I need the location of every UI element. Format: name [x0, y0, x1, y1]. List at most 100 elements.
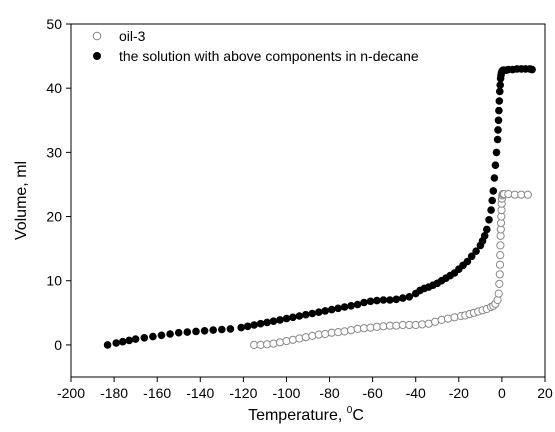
- filled-circle-point: [308, 309, 317, 318]
- filled-circle-point: [463, 257, 472, 266]
- legend-marker-oil-3: [92, 31, 102, 41]
- filled-circle-point: [125, 336, 133, 345]
- filled-circle-point: [226, 325, 235, 333]
- filled-circle-point: [321, 307, 330, 315]
- filled-circle-point: [493, 135, 502, 144]
- y-tick-label: 0: [54, 337, 62, 353]
- filled-circle-point: [295, 312, 304, 320]
- filled-circle-point: [495, 97, 504, 105]
- filled-circle-point: [276, 316, 284, 324]
- filled-circle-point: [496, 87, 504, 96]
- filled-circle-point: [483, 225, 491, 234]
- filled-circle-point: [488, 196, 497, 205]
- open-circle-point: [494, 289, 503, 298]
- axis-ticks: -200 -180 -160 -140 -120 -100 -80 -60 -40 -20 0 200…: [46, 16, 553, 401]
- y-tick-label: 20: [46, 209, 62, 225]
- open-circle-point: [301, 333, 310, 342]
- plot-frame: [70, 23, 546, 378]
- x-tick-label: -40: [406, 385, 426, 401]
- x-axis-title-main: Temperature,: [248, 407, 347, 424]
- filled-circle-point: [496, 81, 505, 89]
- filled-circle-point: [373, 296, 381, 305]
- open-circle-point: [321, 329, 330, 339]
- open-circle-point: [496, 251, 505, 260]
- filled-circle-point: [250, 321, 258, 329]
- open-circle-point: [443, 314, 453, 323]
- legend-marker-solution: [93, 52, 101, 60]
- filled-circle-point: [103, 341, 112, 349]
- open-circle-point: [495, 279, 504, 288]
- filled-circle-point: [183, 328, 192, 336]
- open-circle-point: [347, 326, 356, 335]
- filled-circle-point: [112, 339, 120, 347]
- filled-circle-point: [282, 314, 291, 323]
- y-tick-label: 50: [46, 16, 62, 32]
- filled-circle-point: [237, 323, 245, 332]
- x-tick-label: -120: [229, 385, 257, 401]
- filled-circle-point: [386, 296, 394, 304]
- filled-circle-point: [490, 174, 499, 182]
- filled-circle-point: [315, 308, 323, 317]
- open-circle-point: [340, 327, 349, 336]
- series-oil-3: [250, 190, 532, 349]
- open-circle-point: [275, 338, 285, 347]
- filled-circle-point: [149, 332, 157, 341]
- x-axis-title-degree: 0: [347, 405, 353, 416]
- open-circle-point: [288, 335, 297, 344]
- open-circle-point: [495, 260, 505, 269]
- x-axis-title-unit: C: [352, 407, 364, 424]
- x-tick-label: -60: [363, 385, 383, 401]
- filled-circle-point: [360, 298, 368, 307]
- open-circle-point: [308, 331, 317, 340]
- plot-area: [70, 23, 546, 378]
- filled-circle-point: [174, 328, 183, 337]
- x-tick-label: -140: [186, 385, 214, 401]
- legend-label-solution: the solution with above components in n-…: [119, 48, 419, 64]
- filled-circle-point: [157, 331, 166, 340]
- filled-circle-point: [140, 334, 149, 342]
- filled-circle-point: [492, 148, 501, 157]
- x-tick-label: -160: [143, 385, 171, 401]
- filled-circle-point: [405, 293, 414, 301]
- filled-circle-point: [485, 216, 493, 224]
- filled-circle-point: [118, 337, 127, 346]
- filled-circle-point: [334, 304, 343, 313]
- filled-circle-point: [494, 126, 502, 134]
- data-markers: [103, 65, 536, 349]
- open-circle-point: [523, 190, 532, 199]
- filled-circle-point: [289, 313, 297, 322]
- legend-label-oil-3: oil-3: [119, 28, 146, 44]
- x-tick-label: -180: [100, 385, 128, 401]
- filled-circle-point: [379, 296, 388, 304]
- filled-circle-point: [392, 295, 401, 304]
- filled-circle-point: [209, 326, 217, 334]
- open-circle-point: [450, 313, 459, 322]
- filled-circle-point: [528, 65, 536, 74]
- filled-circle-point: [467, 252, 476, 261]
- open-circle-point: [495, 270, 504, 279]
- x-tick-label: -100: [272, 385, 300, 401]
- filled-circle-point: [491, 161, 500, 169]
- x-tick-label: -200: [57, 385, 85, 401]
- filled-circle-point: [366, 297, 375, 306]
- y-tick-label: 40: [46, 80, 62, 96]
- filled-circle-point: [347, 302, 355, 310]
- filled-circle-point: [218, 325, 226, 334]
- filled-circle-point: [166, 330, 174, 338]
- filled-circle-point: [263, 318, 271, 327]
- filled-circle-point: [256, 319, 265, 328]
- filled-circle-point: [243, 322, 252, 331]
- filled-circle-point: [489, 187, 498, 195]
- filled-circle-point: [495, 106, 503, 115]
- filled-circle-point: [131, 335, 140, 343]
- x-tick-label: 0: [498, 385, 506, 401]
- x-axis-title: Temperature, 0C: [248, 405, 364, 424]
- filled-circle-point: [302, 310, 310, 319]
- filled-circle-point: [192, 327, 200, 336]
- x-tick-label: 20: [537, 385, 553, 401]
- y-tick-label: 30: [46, 144, 62, 160]
- filled-circle-point: [200, 327, 209, 335]
- series-solution: [103, 65, 536, 349]
- filled-circle-point: [327, 305, 336, 314]
